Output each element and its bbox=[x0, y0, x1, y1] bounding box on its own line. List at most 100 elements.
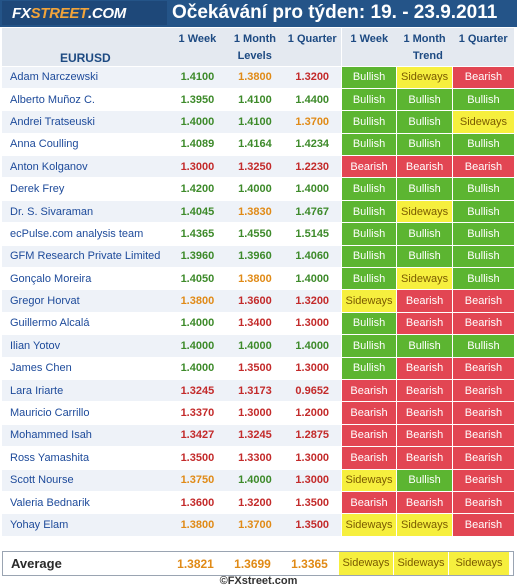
level-1week: 1.3800 bbox=[168, 513, 227, 537]
level-1quarter: 1.3700 bbox=[283, 110, 342, 134]
trend-1quarter: Bullish bbox=[451, 87, 514, 111]
levels-1month-header: 1 Month bbox=[226, 28, 284, 46]
table-row: Anna Coulling 1.4089 1.4164 1.4234 Bullish Bu… bbox=[2, 132, 514, 156]
page-title: Očekávání pro týden: 19. - 23.9.2011 bbox=[172, 2, 498, 23]
trend-1month: Bearish bbox=[396, 401, 453, 425]
fxstreet-logo[interactable]: FX STREET .COM bbox=[2, 1, 167, 25]
level-1week: 1.3000 bbox=[168, 155, 227, 178]
trend-1week: Sideways bbox=[340, 289, 397, 313]
table-row: Gregor Horvat 1.3800 1.3600 1.3200 Sideways B… bbox=[2, 289, 514, 313]
level-1week: 1.4200 bbox=[168, 177, 227, 201]
trend-1week: Bullish bbox=[340, 356, 397, 380]
table-row: Ilian Yotov 1.4000 1.4000 1.4000 Bullish Bull… bbox=[2, 334, 514, 358]
table-row: Guillermo Alcalá 1.4000 1.3400 1.3000 Bullis… bbox=[2, 311, 514, 335]
analyst-name[interactable]: Dr. S. Sivaraman bbox=[2, 199, 169, 223]
trend-1quarter: Bullish bbox=[451, 222, 514, 246]
trend-1quarter: Bearish bbox=[451, 311, 514, 335]
analyst-name[interactable]: GFM Research Private Limited bbox=[2, 244, 169, 268]
trend-1week: Bullish bbox=[340, 222, 397, 246]
trend-1quarter: Bearish bbox=[451, 446, 514, 470]
trend-1month: Bearish bbox=[396, 446, 453, 470]
analyst-name[interactable]: Derek Frey bbox=[2, 177, 169, 201]
copyright-footer: ©FXstreet.com bbox=[219, 575, 298, 587]
analyst-name[interactable]: Yohay Elam bbox=[2, 513, 169, 537]
trend-1quarter: Bearish bbox=[451, 65, 514, 89]
analyst-name[interactable]: Guillermo Alcalá bbox=[2, 311, 169, 335]
trend-1month: Sideways bbox=[396, 65, 453, 89]
level-1month: 1.3500 bbox=[226, 356, 284, 380]
analyst-name[interactable]: Valeria Bednarik bbox=[2, 490, 169, 514]
table-row: Mauricio Carrillo 1.3370 1.3000 1.2000 Beari… bbox=[2, 401, 514, 425]
level-1month: 1.3700 bbox=[226, 513, 284, 537]
analyst-name[interactable]: Scott Nourse bbox=[2, 468, 169, 492]
trend-1quarter: Bullish bbox=[451, 334, 514, 358]
trend-1week: Bearish bbox=[340, 423, 397, 447]
trend-1month: Bullish bbox=[396, 244, 453, 268]
level-1month: 1.4100 bbox=[226, 110, 284, 134]
level-1week: 1.4000 bbox=[168, 110, 227, 134]
trend-1quarter: Bearish bbox=[451, 513, 514, 537]
level-1month: 1.3800 bbox=[226, 267, 284, 290]
trend-1quarter-header: 1 Quarter bbox=[452, 28, 514, 46]
trend-1week: Bearish bbox=[340, 378, 397, 402]
analyst-name[interactable]: Andrei Tratseuski bbox=[2, 110, 169, 134]
level-1week: 1.3750 bbox=[168, 468, 227, 492]
table-row: James Chen 1.4000 1.3500 1.3000 Bullish Beari… bbox=[2, 356, 514, 380]
average-1week: 1.3821 bbox=[177, 556, 214, 571]
analyst-name[interactable]: Mauricio Carrillo bbox=[2, 401, 169, 425]
level-1month: 1.3960 bbox=[226, 244, 284, 268]
table-row: Dr. S. Sivaraman 1.4045 1.3830 1.4767 Bullis… bbox=[2, 199, 514, 223]
average-trend-1quarter: Sideways bbox=[448, 552, 509, 575]
level-1week: 1.3427 bbox=[168, 423, 227, 447]
analyst-name[interactable]: Gonçalo Moreira bbox=[2, 267, 169, 290]
analyst-name[interactable]: ecPulse.com analysis team bbox=[2, 222, 169, 246]
analyst-name[interactable]: Anton Kolganov bbox=[2, 155, 169, 178]
trend-1week: Bullish bbox=[340, 244, 397, 268]
table-row: Yohay Elam 1.3800 1.3700 1.3500 Sideways Side… bbox=[2, 513, 514, 537]
level-1month: 1.3400 bbox=[226, 311, 284, 335]
analyst-name[interactable]: Adam Narczewski bbox=[2, 65, 169, 89]
trend-1month: Bullish bbox=[396, 132, 453, 156]
analyst-name[interactable]: James Chen bbox=[2, 356, 169, 380]
logo-com: .COM bbox=[87, 4, 126, 22]
trend-1week: Bearish bbox=[340, 446, 397, 470]
analyst-name[interactable]: Gregor Horvat bbox=[2, 289, 169, 313]
level-1month: 1.4000 bbox=[226, 334, 284, 358]
analyst-name[interactable]: Ross Yamashita bbox=[2, 446, 169, 470]
table-row: Scott Nourse 1.3750 1.4000 1.3000 Sideways Bu… bbox=[2, 468, 514, 492]
trend-1week: Bullish bbox=[340, 267, 397, 290]
average-trend-1week: Sideways bbox=[338, 552, 393, 575]
analyst-name[interactable]: Lara Iriarte bbox=[2, 378, 169, 402]
level-1quarter: 1.3000 bbox=[283, 446, 342, 470]
trend-1week: Bullish bbox=[340, 65, 397, 89]
trend-1quarter: Bearish bbox=[451, 401, 514, 425]
trend-1month: Bullish bbox=[396, 177, 453, 201]
trend-1week: Sideways bbox=[340, 513, 397, 537]
level-1quarter: 1.4060 bbox=[283, 244, 342, 268]
analyst-name[interactable]: Alberto Muñoz C. bbox=[2, 87, 169, 111]
trend-1quarter: Bullish bbox=[451, 177, 514, 201]
level-1quarter: 1.4400 bbox=[283, 87, 342, 111]
trend-1quarter: Bullish bbox=[451, 199, 514, 223]
currency-pair-header: EURUSD bbox=[2, 28, 169, 66]
group-header-row: Levels Trend bbox=[2, 46, 514, 66]
trend-1quarter: Bearish bbox=[451, 490, 514, 514]
level-1quarter: 1.3000 bbox=[283, 311, 342, 335]
logo-fx: FX bbox=[12, 4, 31, 22]
average-1quarter: 1.3365 bbox=[291, 556, 328, 571]
trend-1quarter: Sideways bbox=[451, 110, 514, 134]
analyst-name[interactable]: Mohammed Isah bbox=[2, 423, 169, 447]
table-row: Lara Iriarte 1.3245 1.3173 0.9652 Bearish Bea… bbox=[2, 378, 514, 402]
analyst-name[interactable]: Anna Coulling bbox=[2, 132, 169, 156]
trend-1week-header: 1 Week bbox=[340, 28, 397, 46]
level-1quarter: 1.4000 bbox=[283, 267, 342, 290]
trend-1quarter: Bearish bbox=[451, 289, 514, 313]
level-1quarter: 1.3200 bbox=[283, 289, 342, 313]
trend-1week: Bearish bbox=[340, 155, 397, 178]
analyst-name[interactable]: Ilian Yotov bbox=[2, 334, 169, 358]
level-1month: 1.4000 bbox=[226, 468, 284, 492]
table-row: Anton Kolganov 1.3000 1.3250 1.2230 Bearish B… bbox=[2, 155, 514, 178]
average-label: Average bbox=[11, 556, 62, 571]
level-1week: 1.3600 bbox=[168, 490, 227, 514]
trend-1month: Bullish bbox=[396, 334, 453, 358]
